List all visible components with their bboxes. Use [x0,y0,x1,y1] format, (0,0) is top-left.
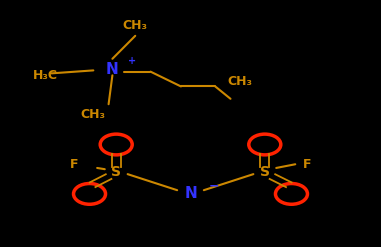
Text: H₃C: H₃C [32,69,58,82]
Text: N: N [184,186,197,201]
Text: CH₃: CH₃ [227,75,253,88]
Text: CH₃: CH₃ [81,108,106,121]
Text: −: − [209,180,219,193]
Text: +: + [128,56,136,65]
Text: S: S [111,165,121,179]
Text: CH₃: CH₃ [123,20,148,32]
Text: S: S [260,165,270,179]
Text: F: F [70,158,78,171]
Text: N: N [106,62,119,77]
Text: F: F [303,158,311,171]
